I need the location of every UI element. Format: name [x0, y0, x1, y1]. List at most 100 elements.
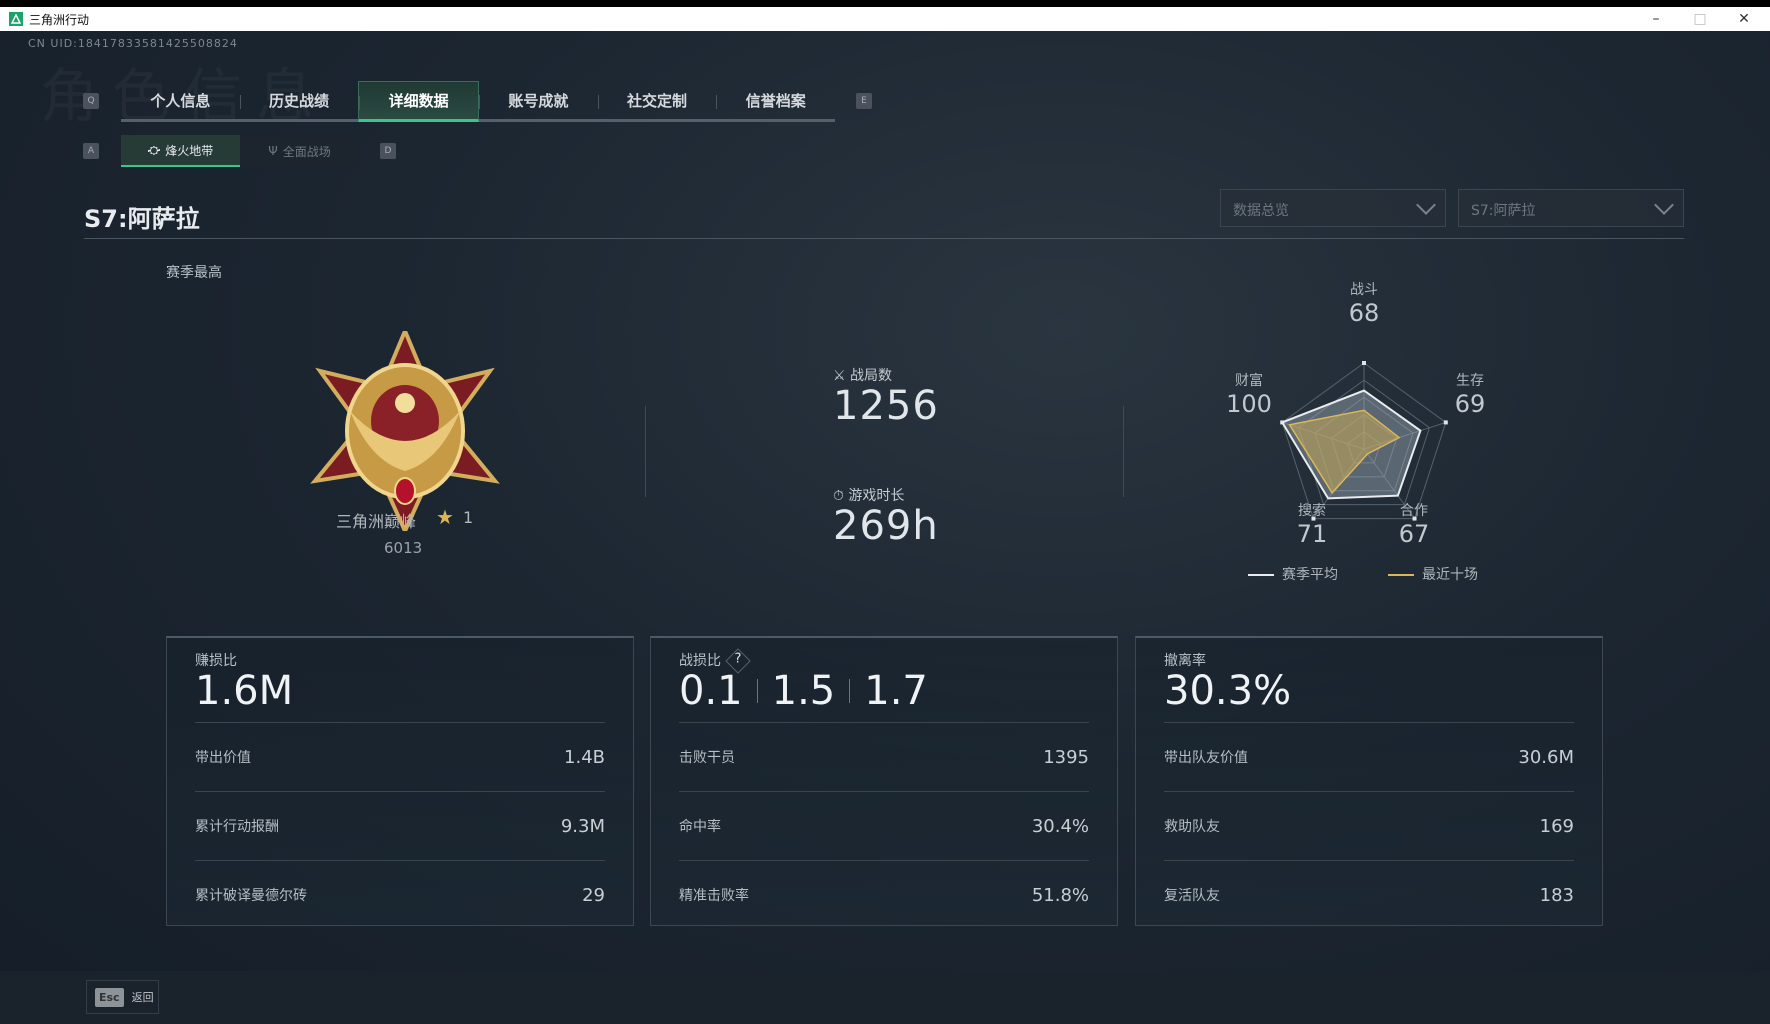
radar-vertex-marker: [1412, 516, 1417, 521]
close-button[interactable]: ✕: [1738, 11, 1750, 27]
help-glyph: ?: [734, 651, 742, 667]
row-value: 169: [1539, 815, 1574, 837]
esc-key: Esc: [95, 987, 124, 1007]
stopwatch-icon: ⏱: [833, 488, 844, 504]
row-label: 救助队友: [1164, 819, 1220, 835]
stat-row: 命中率 30.4%: [679, 791, 1089, 860]
radar-vertex-marker: [1362, 361, 1366, 365]
maximize-button[interactable]: □: [1693, 11, 1707, 27]
tab-achievements[interactable]: 账号成就: [479, 81, 598, 119]
playtime-value: 269h: [833, 503, 939, 549]
rank-name: 三角洲巅峰: [336, 512, 417, 531]
extract-card: 撤离率 30.3% 带出队友价值 30.6M 救助队友 169 复活队友 183: [1135, 636, 1603, 926]
radar-axis-label: 合作: [1400, 503, 1428, 519]
card-title-text: 战损比: [679, 653, 721, 669]
app-logo-icon: [9, 12, 23, 26]
legend-recent-ten: 最近十场: [1388, 564, 1478, 584]
card-big-value: 0.1 1.5 1.7: [679, 668, 928, 714]
main-tabs: 个人信息 历史战绩 详细数据 账号成就 社交定制 信誉档案: [121, 81, 835, 122]
playtime-label: 游戏时长: [848, 488, 905, 504]
next-tab-key[interactable]: E: [856, 93, 872, 109]
divider: [645, 406, 646, 497]
next-subtab-key[interactable]: D: [380, 143, 396, 159]
window-titlebar: 三角洲行动 – □ ✕: [0, 7, 1770, 31]
row-label: 累计破译曼德尔砖: [195, 888, 307, 904]
subtab-operations[interactable]: ⛮ 烽火地带: [121, 135, 240, 167]
divider: [1123, 406, 1124, 497]
row-value: 30.6M: [1518, 746, 1574, 768]
antenna-icon: Ψ: [268, 144, 278, 158]
back-button[interactable]: Esc 返回: [86, 980, 159, 1014]
radar-axis-value: 68: [1348, 299, 1380, 327]
stat-row: 累计行动报酬 9.3M: [195, 791, 605, 860]
radar-axis-value: 67: [1398, 520, 1430, 548]
row-value: 183: [1539, 884, 1574, 906]
matches-value: 1256: [833, 383, 939, 429]
stat-row: 累计破译曼德尔砖 29: [195, 860, 605, 929]
legend-label: 赛季平均: [1282, 567, 1338, 583]
row-label: 带出队友价值: [1164, 750, 1248, 766]
tab-personal-info[interactable]: 个人信息: [150, 91, 211, 110]
prev-subtab-key[interactable]: A: [83, 143, 99, 159]
chevron-down-icon: [1654, 195, 1674, 215]
row-label: 复活队友: [1164, 888, 1220, 904]
footer-bar: Esc 返回: [0, 971, 1770, 1024]
radar-axis-label: 战斗: [1350, 282, 1378, 298]
row-value: 51.8%: [1031, 884, 1089, 906]
card-title: 战损比?: [679, 648, 751, 674]
kd-card: 战损比? 0.1 1.5 1.7 击败干员 1395 命中率 30.4% 精准击败率 51…: [650, 636, 1118, 926]
radar-grid-ring: [1281, 362, 1447, 520]
matches-stat: ⚔ 战局数: [833, 365, 892, 385]
legend-label: 最近十场: [1422, 567, 1478, 583]
radar-axis-label: 搜索: [1298, 503, 1326, 519]
chevron-down-icon: [1416, 195, 1436, 215]
card-title: 撤离率: [1164, 653, 1206, 669]
app-window: 角色信息 CN UID:18417833581425508824 Q 个人信息 …: [0, 31, 1770, 1024]
row-label: 带出价值: [195, 750, 251, 766]
minimize-button[interactable]: –: [1652, 11, 1660, 27]
row-label: 命中率: [679, 819, 721, 835]
rig-icon: ⛮: [147, 142, 161, 157]
row-label: 累计行动报酬: [195, 819, 279, 835]
playtime-stat: ⏱ 游戏时长: [833, 485, 904, 505]
big-value: 1.7: [864, 668, 928, 714]
tab-social[interactable]: 社交定制: [597, 81, 717, 119]
big-value: 1.5: [771, 668, 836, 714]
row-value: 1.4B: [564, 746, 605, 768]
big-value: 1.6M: [195, 668, 294, 714]
row-value: 30.4%: [1031, 815, 1089, 837]
matches-label: 战局数: [850, 368, 893, 384]
mode-tabs: ⛮ 烽火地带 Ψ 全面战场: [121, 135, 359, 167]
radar-axis-value: 100: [1226, 390, 1272, 418]
season-dropdown[interactable]: S7:阿萨拉: [1458, 189, 1684, 227]
stat-row: 带出队友价值 30.6M: [1164, 722, 1574, 791]
divider: [84, 238, 1684, 239]
radar-series-recent-ten: [1288, 409, 1401, 495]
tab-history[interactable]: 历史战绩: [239, 81, 359, 119]
page-title: S7:阿萨拉: [84, 205, 200, 233]
window-title: 三角洲行动: [29, 12, 90, 27]
radar-axis-label: 生存: [1456, 373, 1484, 389]
radar-vertex-marker: [1311, 516, 1316, 521]
big-value: 0.1: [679, 668, 743, 714]
view-dropdown[interactable]: 数据总览: [1220, 189, 1446, 227]
tab-detailed-data[interactable]: 详细数据: [358, 81, 480, 122]
crossed-swords-icon: ⚔: [833, 368, 846, 384]
dropdown-value: 数据总览: [1233, 203, 1289, 219]
card-big-value: 1.6M: [195, 668, 293, 714]
rank-score: 6013: [384, 539, 423, 557]
star-icon: ★: [436, 505, 454, 529]
subtab-label: 全面战场: [282, 144, 331, 159]
prev-tab-key[interactable]: Q: [83, 93, 99, 109]
subtab-warfare[interactable]: Ψ 全面战场: [240, 135, 359, 167]
radar-spoke: [1363, 448, 1415, 519]
radar-axis-value: 71: [1296, 520, 1328, 548]
subtab-label: 烽火地带: [165, 143, 214, 158]
big-value: 30.3%: [1164, 668, 1292, 714]
row-label: 精准击败率: [679, 888, 749, 904]
card-title: 赚损比: [195, 653, 237, 669]
dropdown-value: S7:阿萨拉: [1471, 203, 1536, 219]
tab-credit[interactable]: 信誉档案: [716, 81, 835, 119]
season-best-label: 赛季最高: [166, 265, 222, 281]
radar-grid-ring: [1297, 379, 1431, 506]
